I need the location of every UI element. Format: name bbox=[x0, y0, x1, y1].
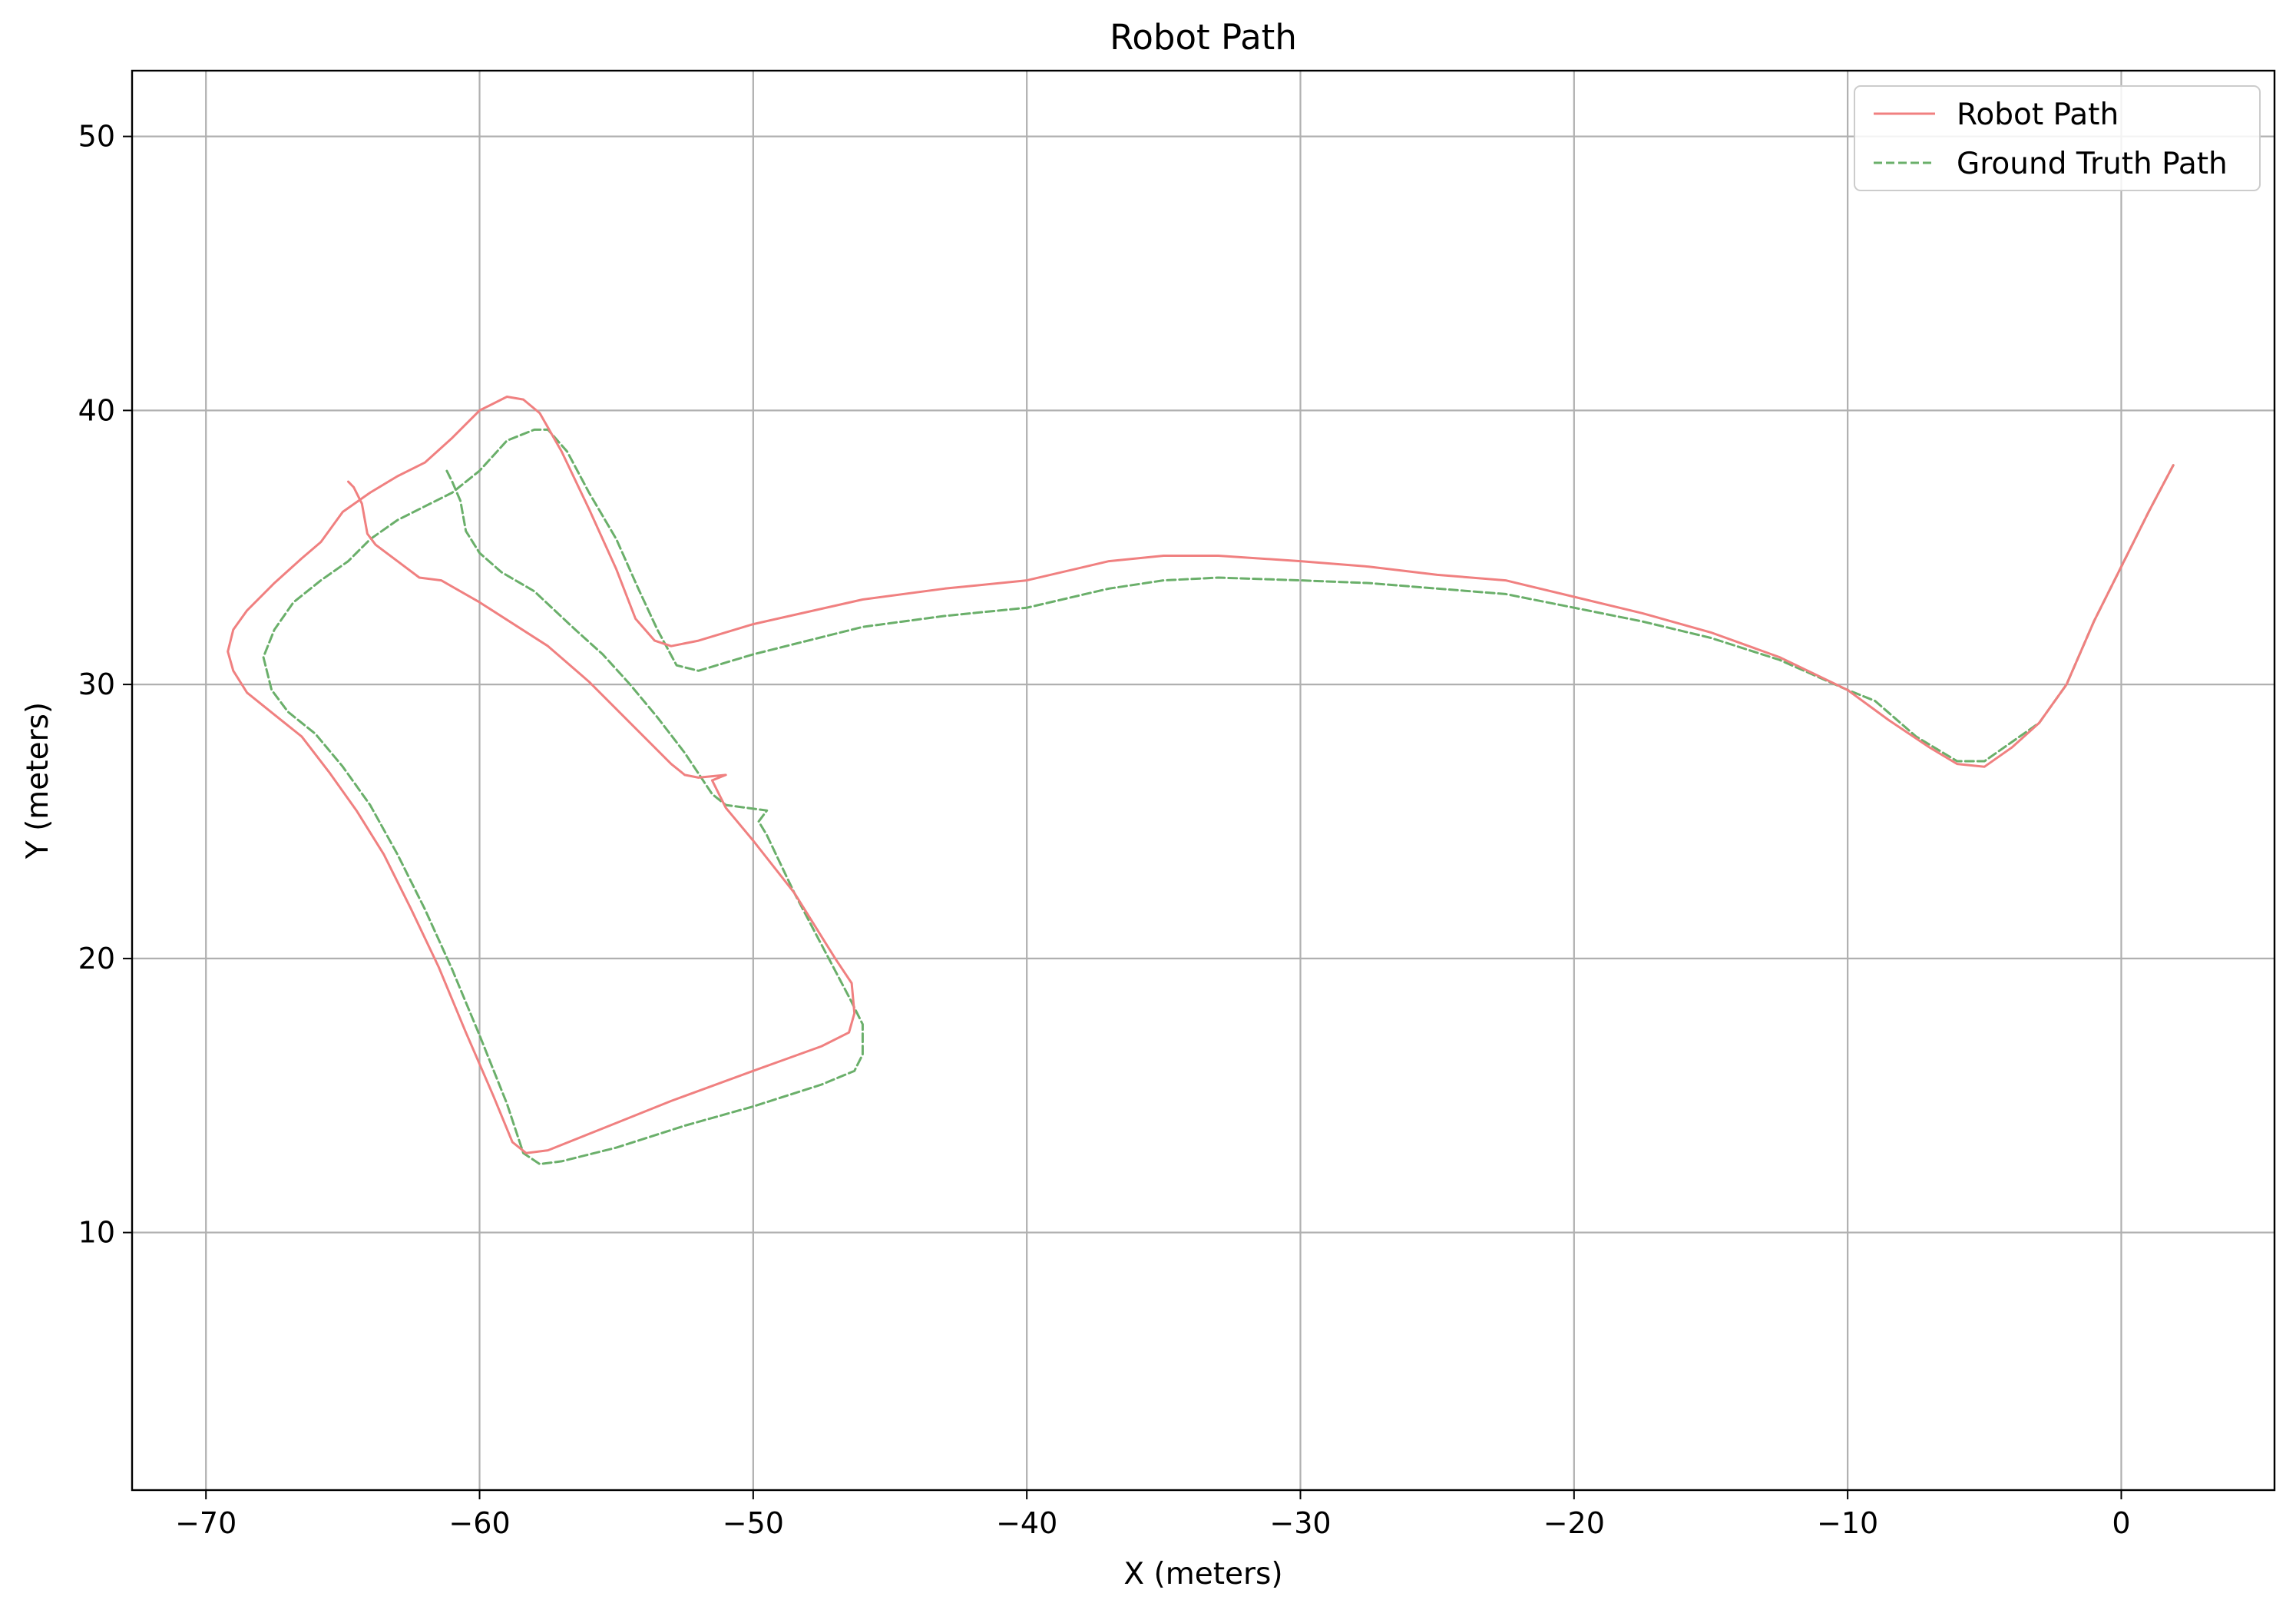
x-tick-label: −70 bbox=[175, 1506, 237, 1540]
y-tick-label: 50 bbox=[78, 120, 115, 154]
y-tick-label: 10 bbox=[78, 1216, 115, 1250]
series-line-robot-path bbox=[227, 396, 2175, 1154]
ticks: −70 −60 −50 −40 −30 −20 −10 0 10 20 30 40 50 bbox=[78, 120, 2131, 1540]
legend-label-ground-truth-path: Ground Truth Path bbox=[1957, 147, 2228, 181]
x-tick-label: −20 bbox=[1543, 1506, 1605, 1540]
legend-box bbox=[1854, 85, 2261, 191]
x-tick-label: −50 bbox=[723, 1506, 784, 1540]
x-axis-label: X (meters) bbox=[1123, 1557, 1282, 1591]
series-group bbox=[227, 396, 2175, 1165]
y-axis-label: Y (meters) bbox=[21, 702, 55, 859]
y-tick-label: 40 bbox=[78, 393, 115, 427]
y-tick-label: 20 bbox=[78, 942, 115, 975]
x-tick-label: 0 bbox=[2112, 1506, 2130, 1540]
x-tick-label: −10 bbox=[1817, 1506, 1878, 1540]
legend-label-robot-path: Robot Path bbox=[1957, 98, 2119, 132]
x-tick-label: −60 bbox=[448, 1506, 510, 1540]
x-tick-label: −40 bbox=[996, 1506, 1057, 1540]
series-line-ground-truth-path bbox=[262, 428, 2175, 1165]
legend: Robot Path Ground Truth Path bbox=[1854, 85, 2261, 191]
x-tick-label: −30 bbox=[1269, 1506, 1331, 1540]
plot-frame bbox=[131, 69, 2276, 1492]
y-tick-label: 30 bbox=[78, 667, 115, 701]
chart-title: Robot Path bbox=[1110, 17, 1297, 58]
